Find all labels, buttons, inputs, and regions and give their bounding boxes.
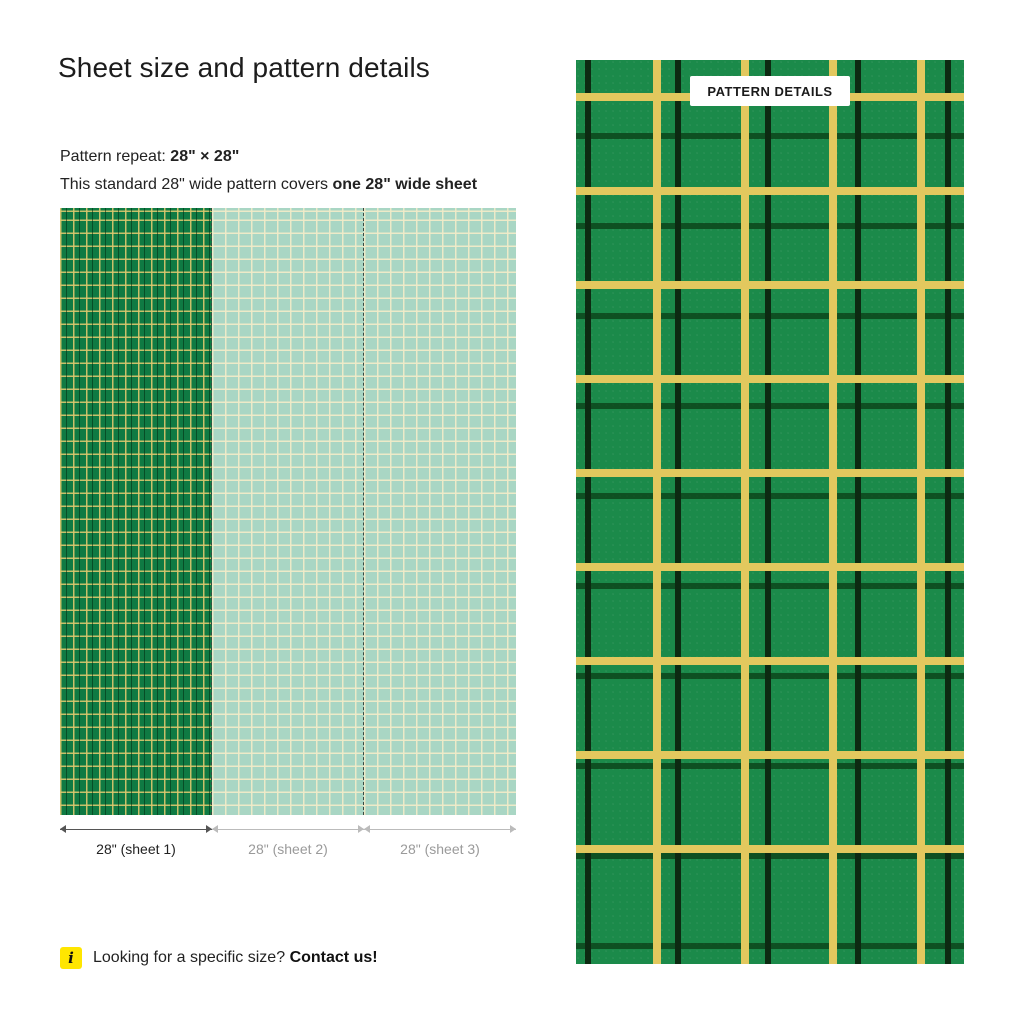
sheet-3-dimension bbox=[364, 823, 516, 837]
sheet-1-preview bbox=[60, 208, 212, 815]
arrow-left-icon bbox=[60, 825, 66, 833]
contact-us-link[interactable]: Contact us! bbox=[289, 949, 378, 966]
sheet-preview bbox=[60, 208, 516, 815]
contact-row: i Looking for a specific size? Contact u… bbox=[60, 946, 378, 970]
sheet-dimension-row bbox=[60, 823, 516, 837]
coverage-text: This standard 28" wide pattern covers bbox=[60, 176, 329, 193]
pattern-repeat-label: Pattern repeat: bbox=[60, 148, 166, 165]
sheet-seam bbox=[363, 208, 364, 815]
pattern-repeat-info: Pattern repeat: 28" × 28" bbox=[60, 148, 239, 166]
arrow-right-icon bbox=[206, 825, 212, 833]
sheet-2-label: 28" (sheet 2) bbox=[248, 841, 328, 857]
sheet-2-dimension bbox=[212, 823, 364, 837]
coverage-emphasis: one 28" wide sheet bbox=[332, 176, 478, 193]
sheet-3-preview bbox=[364, 208, 516, 815]
pattern-details-badge: PATTERN DETAILS bbox=[690, 76, 850, 106]
coverage-info: This standard 28" wide pattern covers on… bbox=[60, 176, 477, 194]
arrow-right-icon bbox=[510, 825, 516, 833]
contact-prompt: Looking for a specific size? bbox=[93, 949, 286, 966]
sheet-1-label: 28" (sheet 1) bbox=[96, 841, 176, 857]
sheet-1-dimension bbox=[60, 823, 212, 837]
pattern-detail-image bbox=[576, 60, 964, 964]
page-title: Sheet size and pattern details bbox=[58, 52, 430, 83]
info-icon: i bbox=[60, 947, 82, 969]
arrow-left-icon bbox=[364, 825, 370, 833]
contact-text: Looking for a specific size? Contact us! bbox=[93, 949, 378, 967]
arrow-right-icon bbox=[358, 825, 364, 833]
sheet-3-label: 28" (sheet 3) bbox=[400, 841, 480, 857]
arrow-left-icon bbox=[212, 825, 218, 833]
sheet-seam bbox=[211, 208, 212, 815]
pattern-repeat-value: 28" × 28" bbox=[170, 148, 240, 165]
sheet-2-preview bbox=[212, 208, 364, 815]
